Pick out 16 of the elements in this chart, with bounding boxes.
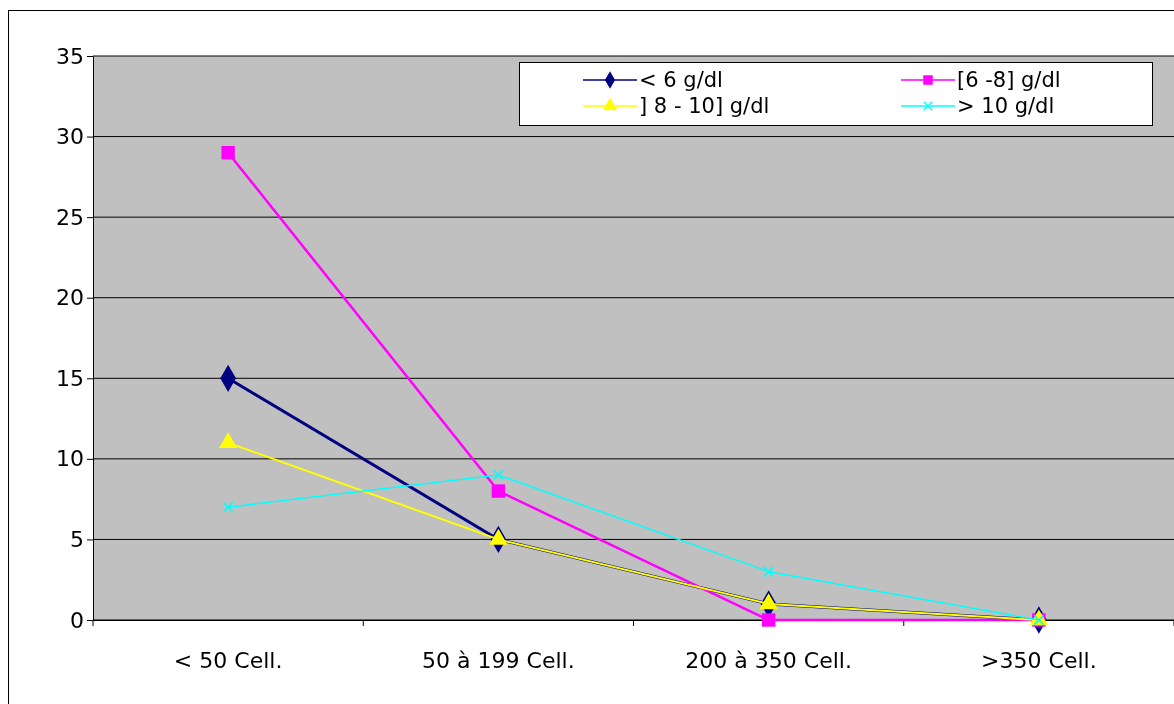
y-tick-label: 0 bbox=[70, 607, 84, 633]
legend-label: < 6 g/dl bbox=[639, 68, 723, 92]
legend-label: > 10 g/dl bbox=[957, 94, 1055, 118]
x-tick-label: 50 à 199 Cell. bbox=[422, 647, 575, 673]
y-tick-label: 10 bbox=[56, 446, 84, 472]
x-tick-label: >350 Cell. bbox=[981, 647, 1097, 673]
y-tick-label: 35 bbox=[56, 43, 84, 69]
y-tick-label: 30 bbox=[56, 124, 84, 150]
x-tick-label: < 50 Cell. bbox=[173, 647, 283, 673]
x-tick-label: 200 à 350 Cell. bbox=[685, 647, 852, 673]
y-tick-label: 20 bbox=[56, 285, 84, 311]
y-tick-label: 15 bbox=[56, 365, 84, 391]
legend-label: ] 8 - 10] g/dl bbox=[639, 94, 770, 118]
y-tick-label: 5 bbox=[70, 526, 84, 552]
legend-label: [6 -8] g/dl bbox=[957, 68, 1061, 92]
y-tick-label: 25 bbox=[56, 204, 84, 230]
